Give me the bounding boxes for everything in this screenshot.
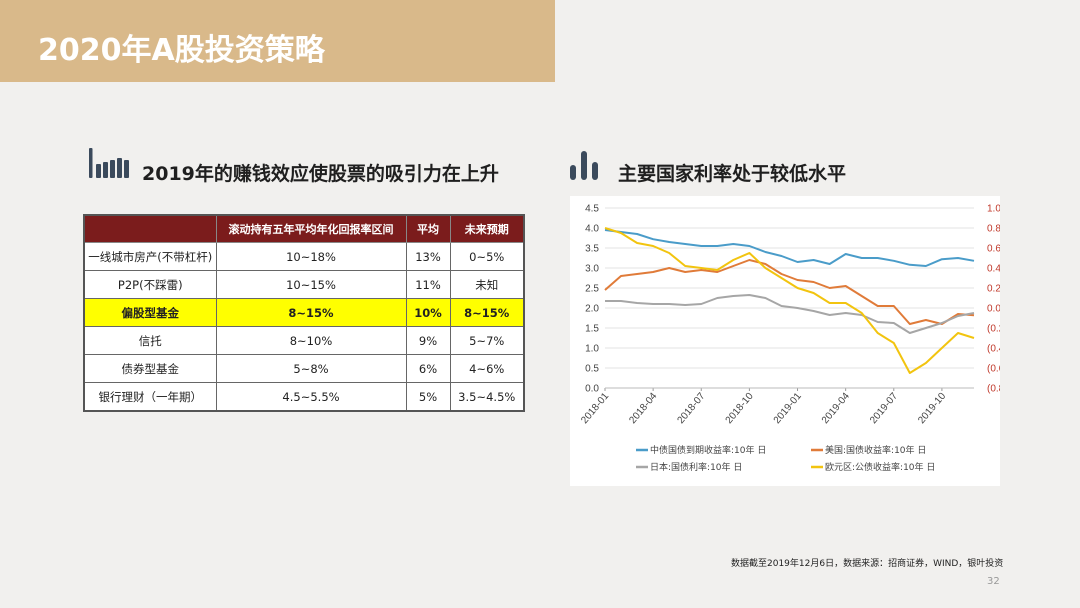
table-header-cell bbox=[83, 214, 217, 243]
y-right-tick-label: (0.2) bbox=[987, 324, 1000, 335]
table-cell: 10% bbox=[405, 298, 451, 327]
y-left-tick-label: 3.0 bbox=[585, 264, 599, 275]
bar-chart-icon bbox=[570, 151, 598, 180]
y-left-tick-label: 2.0 bbox=[585, 304, 599, 315]
y-right-tick-label: 0.2 bbox=[987, 284, 1000, 295]
right-section-title: 主要国家利率处于较低水平 bbox=[618, 163, 847, 185]
returns-table: 滚动持有五年平均年化回报率区间 平均 未来预期 一线城市房产(不带杠杆) 10~… bbox=[83, 214, 525, 412]
y-right-tick-label: (0.6) bbox=[987, 364, 1000, 375]
table-header-row: 滚动持有五年平均年化回报率区间 平均 未来预期 bbox=[83, 214, 525, 243]
table-cell: 偏股型基金 bbox=[83, 298, 217, 327]
table-row: 银行理财（一年期） 4.5~5.5% 5% 3.5~4.5% bbox=[83, 382, 525, 412]
y-right-tick-label: (0.8) bbox=[987, 384, 1000, 395]
y-left-tick-label: 0.0 bbox=[585, 384, 599, 395]
series-line bbox=[604, 227, 975, 374]
chart-container: 0.0 0.5 1.0 1.5 2.0 2.5 3.0 3.5 4.0 4.5 1.0 0.8 0.6 0… bbox=[570, 196, 1008, 486]
y-right-tick-label: 0.6 bbox=[987, 244, 1000, 255]
table-cell: 债券型基金 bbox=[83, 354, 217, 383]
x-tick-label: 2018-10 bbox=[724, 391, 756, 427]
legend-label: 美国:国债收益率:10年 日 bbox=[825, 444, 926, 456]
y-left-tick-label: 1.5 bbox=[585, 324, 599, 335]
x-tick-label: 2018-01 bbox=[579, 391, 611, 427]
table-cell: 10~18% bbox=[215, 242, 407, 271]
page-title: 2020年A股投资策略 bbox=[38, 33, 325, 68]
table-cell: 6% bbox=[405, 354, 451, 383]
y-left-tick-label: 1.0 bbox=[585, 344, 599, 355]
table-cell: 8~15% bbox=[449, 298, 525, 327]
y-left-tick-label: 4.5 bbox=[585, 204, 599, 215]
y-left-tick-label: 0.5 bbox=[585, 364, 599, 375]
x-tick-label: 2019-10 bbox=[916, 391, 948, 427]
table-row: 信托 8~10% 9% 5~7% bbox=[83, 326, 525, 355]
table-row: P2P(不踩雷) 10~15% 11% 未知 bbox=[83, 270, 525, 299]
table-cell: 5% bbox=[405, 382, 451, 412]
table-cell: 10~15% bbox=[215, 270, 407, 299]
left-section-title: 2019年的赚钱效应使股票的吸引力在上升 bbox=[142, 163, 499, 185]
table-cell: 9% bbox=[405, 326, 451, 355]
table-cell: P2P(不踩雷) bbox=[83, 270, 217, 299]
table-cell: 5~7% bbox=[449, 326, 525, 355]
legend-label: 欧元区:公债收益率:10年 日 bbox=[825, 461, 935, 473]
y-right-tick-label: 0.8 bbox=[987, 224, 1000, 235]
series-line bbox=[604, 229, 975, 267]
table-row: 一线城市房产(不带杠杆) 10~18% 13% 0~5% bbox=[83, 242, 525, 271]
table-cell: 5~8% bbox=[215, 354, 407, 383]
y-right-tick-label: 1.0 bbox=[987, 204, 1000, 215]
series-line bbox=[605, 294, 975, 334]
table-cell: 8~15% bbox=[215, 298, 407, 327]
bar-chart-icon bbox=[89, 148, 129, 178]
table-header-cell: 平均 bbox=[405, 214, 451, 243]
y-left-tick-label: 3.5 bbox=[585, 244, 599, 255]
table-cell: 未知 bbox=[449, 270, 525, 299]
interest-rate-chart: 0.0 0.5 1.0 1.5 2.0 2.5 3.0 3.5 4.0 4.5 1.0 0.8 0.6 0… bbox=[579, 204, 1007, 474]
table-cell: 13% bbox=[405, 242, 451, 271]
y-right-tick-label: 0.4 bbox=[987, 264, 1000, 275]
x-tick-label: 2018-07 bbox=[676, 391, 708, 427]
x-tick-label: 2019-01 bbox=[772, 391, 804, 427]
table-cell: 0~5% bbox=[449, 242, 525, 271]
y-left-tick-label: 2.5 bbox=[585, 284, 599, 295]
table-cell: 8~10% bbox=[215, 326, 407, 355]
series-line bbox=[604, 259, 975, 325]
table-row-highlighted: 偏股型基金 8~15% 10% 8~15% bbox=[83, 298, 525, 327]
y-right-tick-label: 0.0 bbox=[987, 304, 1000, 315]
table-cell: 银行理财（一年期） bbox=[83, 382, 217, 412]
legend-label: 日本:国债利率:10年 日 bbox=[650, 461, 742, 473]
x-tick-label: 2019-07 bbox=[868, 391, 900, 427]
page-number: 32 bbox=[987, 576, 1000, 587]
table-cell: 11% bbox=[405, 270, 451, 299]
table-row: 债券型基金 5~8% 6% 4~6% bbox=[83, 354, 525, 383]
x-tick-label: 2019-04 bbox=[820, 391, 852, 427]
y-left-tick-label: 4.0 bbox=[585, 224, 599, 235]
footnote: 数据截至2019年12月6日，数据来源：招商证券，WIND，银叶投资 bbox=[731, 559, 1004, 569]
table-cell: 4~6% bbox=[449, 354, 525, 383]
table-cell: 信托 bbox=[83, 326, 217, 355]
x-tick-label: 2018-04 bbox=[627, 391, 659, 427]
table-cell: 一线城市房产(不带杠杆) bbox=[83, 242, 217, 271]
table-header-cell: 未来预期 bbox=[449, 214, 525, 243]
legend-label: 中债国债到期收益率:10年 日 bbox=[650, 444, 766, 456]
table-cell: 3.5~4.5% bbox=[449, 382, 525, 412]
table-header-cell: 滚动持有五年平均年化回报率区间 bbox=[215, 214, 407, 243]
title-bar: 2020年A股投资策略 bbox=[0, 0, 555, 82]
table-cell: 4.5~5.5% bbox=[215, 382, 407, 412]
y-right-tick-label: (0.4) bbox=[987, 344, 1000, 355]
